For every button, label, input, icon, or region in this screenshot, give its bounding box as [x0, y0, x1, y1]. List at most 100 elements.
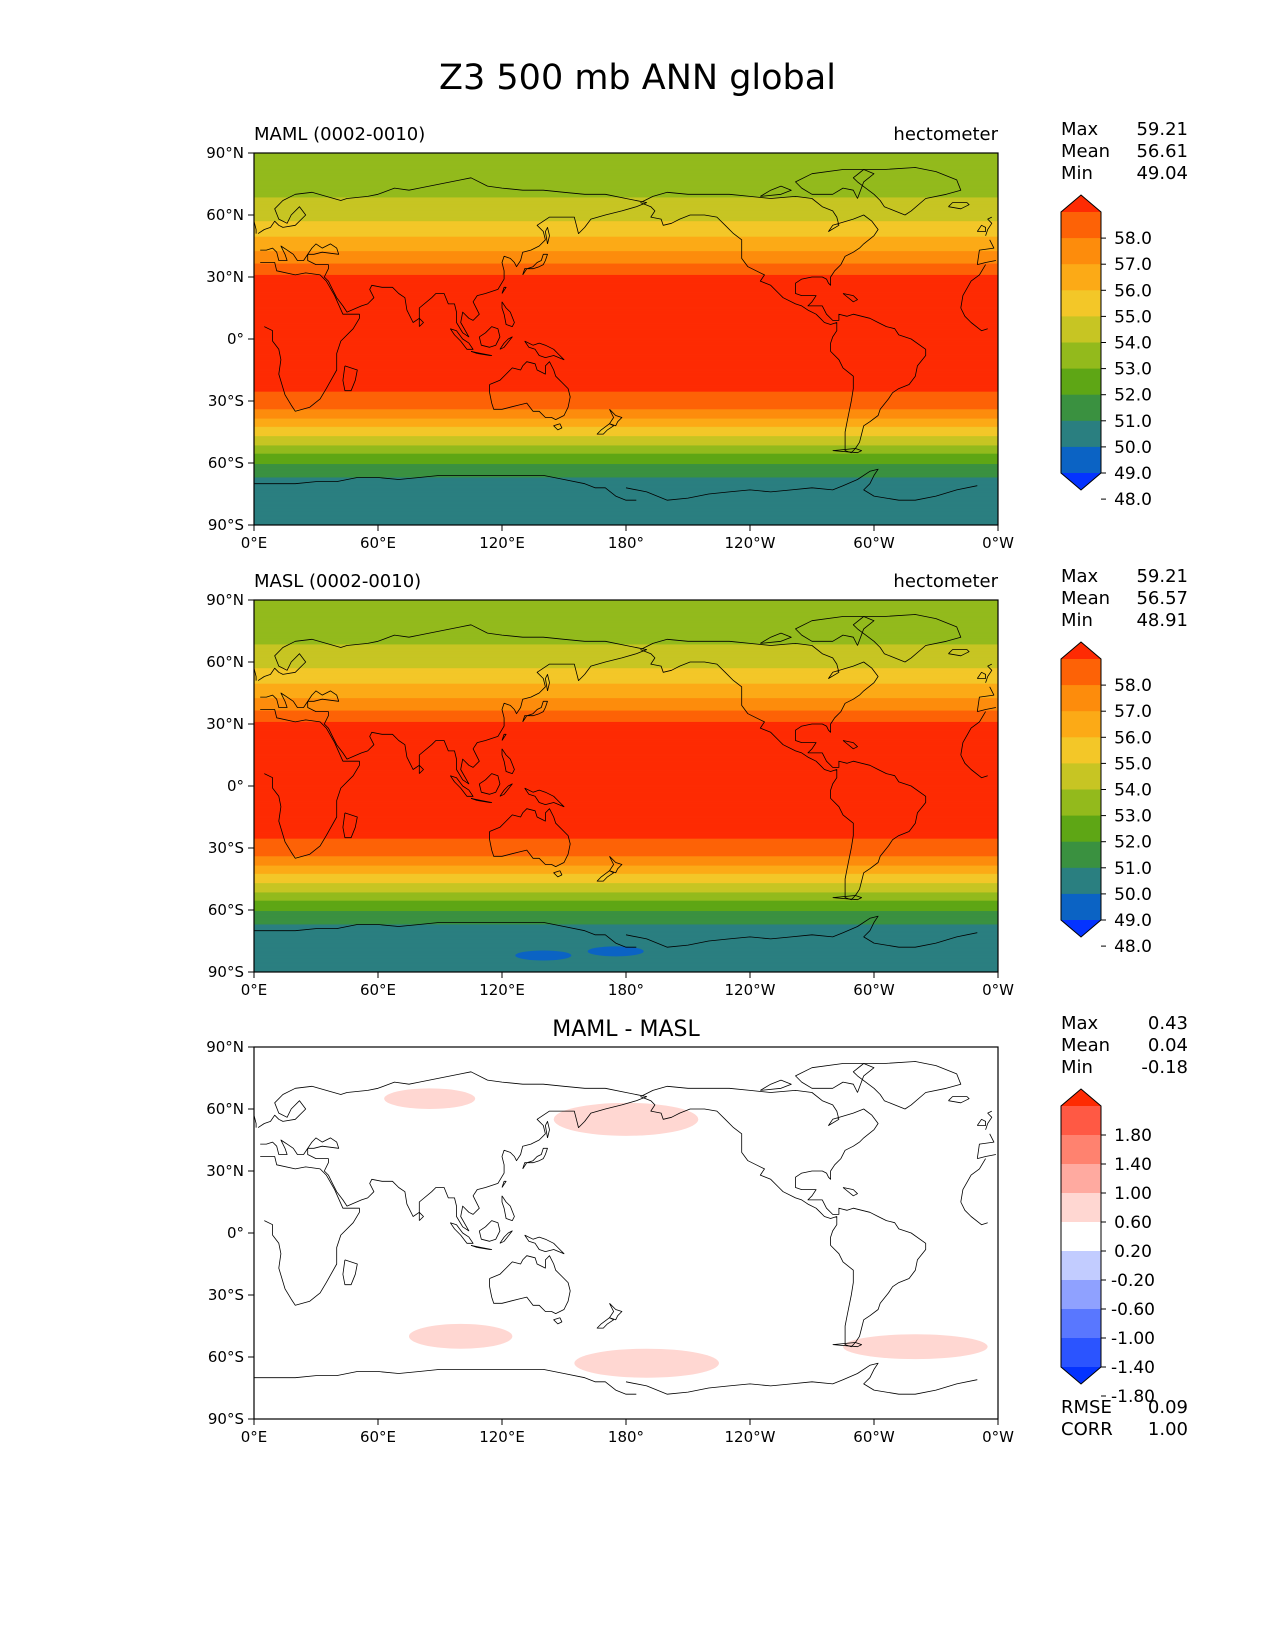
field-band [254, 401, 998, 403]
coastline-15-0 [524, 1234, 565, 1255]
coastline-23-0 [832, 448, 862, 454]
field-band [254, 193, 998, 195]
map-field [254, 1047, 998, 1419]
field-band [254, 167, 998, 170]
colorbar-label: 50.0 [1114, 438, 1152, 458]
panel-units: hectometer [893, 124, 998, 145]
field-band [254, 787, 998, 789]
field-band [254, 720, 998, 723]
field-band [254, 967, 998, 970]
colorbar-label: -1.40 [1111, 1358, 1155, 1378]
field-band [254, 305, 998, 308]
field-band [254, 907, 998, 910]
field-band [254, 632, 998, 634]
field-band [254, 166, 998, 169]
field-band [254, 314, 998, 316]
field-band [254, 453, 998, 456]
field-band [254, 446, 998, 449]
field-band [254, 770, 998, 773]
positive-anomaly-patch [384, 1088, 476, 1109]
field-band [254, 851, 998, 853]
positive-anomaly-patch [843, 1334, 988, 1360]
panel-difference-svg: 90°N 60°N 30°N 0° 30°S 60°S 90°S0°E 60°E 120°E 18… [206, 1013, 1188, 1446]
field-band [254, 505, 998, 507]
field-band [254, 433, 998, 435]
field-band [254, 919, 998, 921]
coastline-20-0 [501, 1180, 507, 1188]
field-band [254, 463, 998, 465]
field-band [254, 889, 998, 891]
field-band [254, 729, 998, 731]
field-band [254, 822, 998, 824]
field-band [254, 801, 998, 804]
field-band [254, 412, 998, 414]
field-band [254, 472, 998, 474]
field-band [254, 828, 998, 830]
field-band [254, 739, 998, 742]
field-band [254, 873, 998, 876]
field-band [254, 399, 998, 402]
field-band [254, 461, 998, 464]
field-band [254, 256, 998, 258]
field-band [254, 492, 998, 495]
field-band [254, 904, 998, 907]
field-band [254, 803, 998, 806]
colorbar-label: 55.0 [1114, 307, 1152, 327]
y-tick-label: 30°S [208, 839, 244, 857]
field-band [254, 762, 998, 764]
field-band [254, 240, 998, 243]
y-tick-label: 60°N [206, 653, 244, 671]
coastline-19-0 [342, 1259, 358, 1286]
field-band [254, 888, 998, 890]
coastline-21-0 [499, 783, 513, 797]
field-band [254, 678, 998, 681]
field-band [254, 458, 998, 461]
colorbar-bin [1061, 1106, 1101, 1136]
field-band [254, 885, 998, 887]
field-band [254, 841, 998, 844]
field-band [254, 395, 998, 398]
coastlines [254, 614, 996, 948]
field-band [254, 679, 998, 682]
field-band [254, 459, 998, 462]
field-band [254, 765, 998, 767]
map-field [254, 153, 998, 525]
field-band [254, 783, 998, 786]
field-band [254, 257, 998, 259]
field-band [254, 834, 998, 837]
field-band [254, 157, 998, 159]
coastline-7-0 [760, 632, 792, 644]
field-band [254, 320, 998, 323]
field-band [254, 382, 998, 385]
field-band [254, 263, 998, 266]
field-band [254, 725, 998, 727]
field-band [254, 272, 998, 275]
field-band [254, 345, 998, 347]
field-band [254, 218, 998, 220]
field-band [254, 349, 998, 351]
field-band [254, 726, 998, 728]
field-band [254, 392, 998, 395]
field-band [254, 653, 998, 656]
field-band [254, 456, 998, 459]
field-band [254, 963, 998, 966]
field-band [254, 764, 998, 766]
coastline-7-0 [760, 185, 792, 197]
field-band [254, 868, 998, 871]
field-band [254, 676, 998, 679]
field-band [254, 483, 998, 486]
coastline-15-0 [524, 340, 565, 361]
coastline-18-0 [501, 301, 515, 327]
field-band [254, 635, 998, 637]
colorbar-label: 51.0 [1114, 859, 1152, 879]
colorbar-label: 0.20 [1114, 1242, 1152, 1262]
field-band [254, 784, 998, 787]
field-band [254, 756, 998, 758]
x-tick-label: 120°E [479, 1428, 525, 1446]
field-band [254, 890, 998, 892]
stat-value: 56.57 [1136, 588, 1188, 609]
x-tick-label: 180° [608, 534, 644, 552]
field-band [254, 844, 998, 847]
field-band [254, 623, 998, 626]
x-tick-label: 60°E [360, 1428, 396, 1446]
